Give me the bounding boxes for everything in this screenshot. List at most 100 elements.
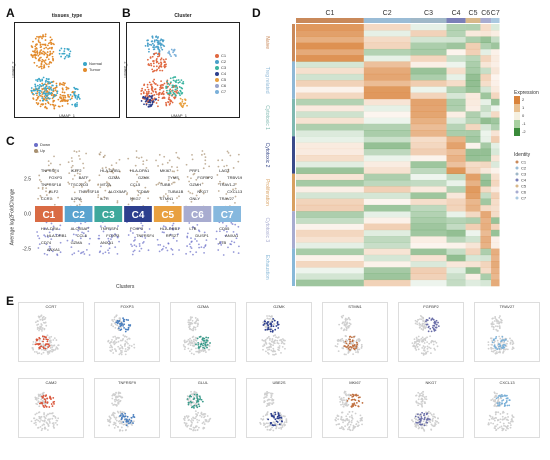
tumor-cell-dot: [39, 51, 41, 54]
feature-cell-dot: [132, 422, 134, 424]
gene-point: [48, 245, 51, 248]
feature-cell-dot: [277, 413, 280, 416]
feature-cell-dot: [499, 337, 502, 340]
cluster-cell-dot: [156, 55, 159, 58]
tumor-cell-dot: [43, 61, 46, 63]
cluster-cell-dot: [153, 94, 156, 96]
volcano-chart: 2.50.0-2.5C1CCR7KLF2TNFRSF18FOXP3TNFRSF4…: [22, 150, 243, 257]
gene-point: [196, 223, 199, 226]
feature-cell-dot: [262, 321, 264, 324]
heatmap-cell: [363, 211, 411, 218]
cluster-cell-dot: [160, 46, 163, 49]
feature-cell-dot: [502, 343, 505, 346]
feature-cell-dot: [36, 320, 39, 322]
heatmap-cell: [446, 236, 466, 243]
gene-point: [191, 153, 193, 156]
gene-point: [107, 182, 110, 185]
normal-cell-dot: [36, 78, 39, 81]
gene-point: [170, 165, 173, 168]
feature-cell-dot: [345, 342, 348, 345]
heatmap-cell: [480, 229, 492, 237]
feature-cell-dot: [187, 343, 190, 346]
heatmap-cell: [410, 229, 447, 237]
feature-cell-dot: [42, 394, 45, 397]
identity-legend-dot: [515, 178, 519, 182]
feature-cell-dot: [346, 345, 349, 348]
heatmap-cell: [465, 198, 481, 206]
gene-point: [100, 197, 103, 200]
heatmap-cell: [410, 67, 447, 75]
gene-point: [237, 252, 240, 254]
feature-cell-dot: [119, 339, 122, 342]
feature-cell-dot: [262, 415, 265, 418]
feature-cell-dot: [494, 352, 497, 355]
gene-point: [237, 225, 240, 228]
cluster-cell-dot: [145, 103, 148, 106]
feature-cell-dot: [423, 347, 426, 350]
feature-cell-dot: [122, 334, 125, 337]
feature-cell-dot: [206, 339, 209, 342]
gene-point: [130, 243, 132, 246]
gene-point: [48, 249, 51, 252]
heatmap-cell: [363, 223, 411, 231]
feature-cell-dot: [275, 425, 278, 428]
feature-cell-dot: [121, 416, 123, 419]
cluster-cell-dot: [146, 58, 149, 61]
tumor-cell-dot: [54, 104, 57, 107]
normal-cell-dot: [48, 87, 50, 90]
feature-cell-dot: [34, 396, 37, 399]
heatmap-cell: [410, 80, 447, 87]
feature-cell-dot: [55, 419, 58, 422]
gene-point: [88, 254, 91, 256]
feature-cell-dot: [432, 343, 435, 346]
feature-cell-dot: [192, 416, 195, 419]
heatmap-cell: [410, 198, 447, 206]
feature-cell-dot: [347, 428, 349, 431]
gene-point: [38, 179, 41, 181]
normal-cell-dot: [38, 87, 40, 90]
tumor-cell-dot: [32, 50, 34, 53]
heatmap-cell: [296, 223, 364, 231]
gene-point: [227, 168, 230, 171]
feature-cell-dot: [32, 348, 35, 351]
expression-legend-tick: 2: [522, 97, 525, 102]
tumor-cell-dot: [40, 52, 43, 54]
feature-plot-tile: CXCL13: [474, 378, 540, 438]
feature-cell-dot: [129, 324, 132, 326]
tumor-cell-dot: [53, 105, 56, 108]
gene-point: [195, 251, 198, 254]
feature-cell-dot: [124, 328, 127, 331]
feature-cell-dot: [261, 339, 264, 341]
cluster-bar-label: C5: [161, 210, 174, 221]
heatmap-cell: [296, 261, 364, 268]
feature-cell-dot: [54, 348, 57, 350]
cluster-cell-dot: [168, 50, 170, 53]
feature-cell-dot: [124, 348, 127, 350]
gene-point: [109, 228, 112, 231]
feature-cell-dot: [183, 339, 186, 342]
feature-cell-dot: [190, 393, 193, 396]
gene-point: [116, 236, 119, 239]
feature-cell-dot: [128, 418, 131, 421]
feature-cell-dot: [196, 429, 199, 431]
cluster-cell-dot: [143, 103, 145, 106]
gene-point: [107, 249, 109, 252]
gene-point: [171, 227, 174, 230]
gene-point: [59, 241, 62, 244]
feature-cell-dot: [42, 340, 44, 343]
feature-cell-dot: [358, 348, 361, 351]
feature-cell-dot: [52, 425, 55, 428]
tumor-cell-dot: [55, 82, 58, 85]
feature-cell-dot: [266, 315, 268, 317]
feature-cell-dot: [496, 402, 499, 404]
cluster-cell-dot: [148, 104, 151, 106]
gene-point: [220, 244, 223, 246]
feature-cell-dot: [50, 341, 52, 344]
up-gene-label: TUBB: [160, 182, 171, 187]
feature-cell-dot: [345, 338, 348, 341]
feature-cell-dot: [422, 390, 424, 393]
heatmap-row-group-bar: [292, 173, 295, 212]
feature-cell-dot: [122, 324, 124, 327]
feature-cell-dot: [204, 341, 207, 344]
feature-cell-dot: [119, 412, 122, 415]
